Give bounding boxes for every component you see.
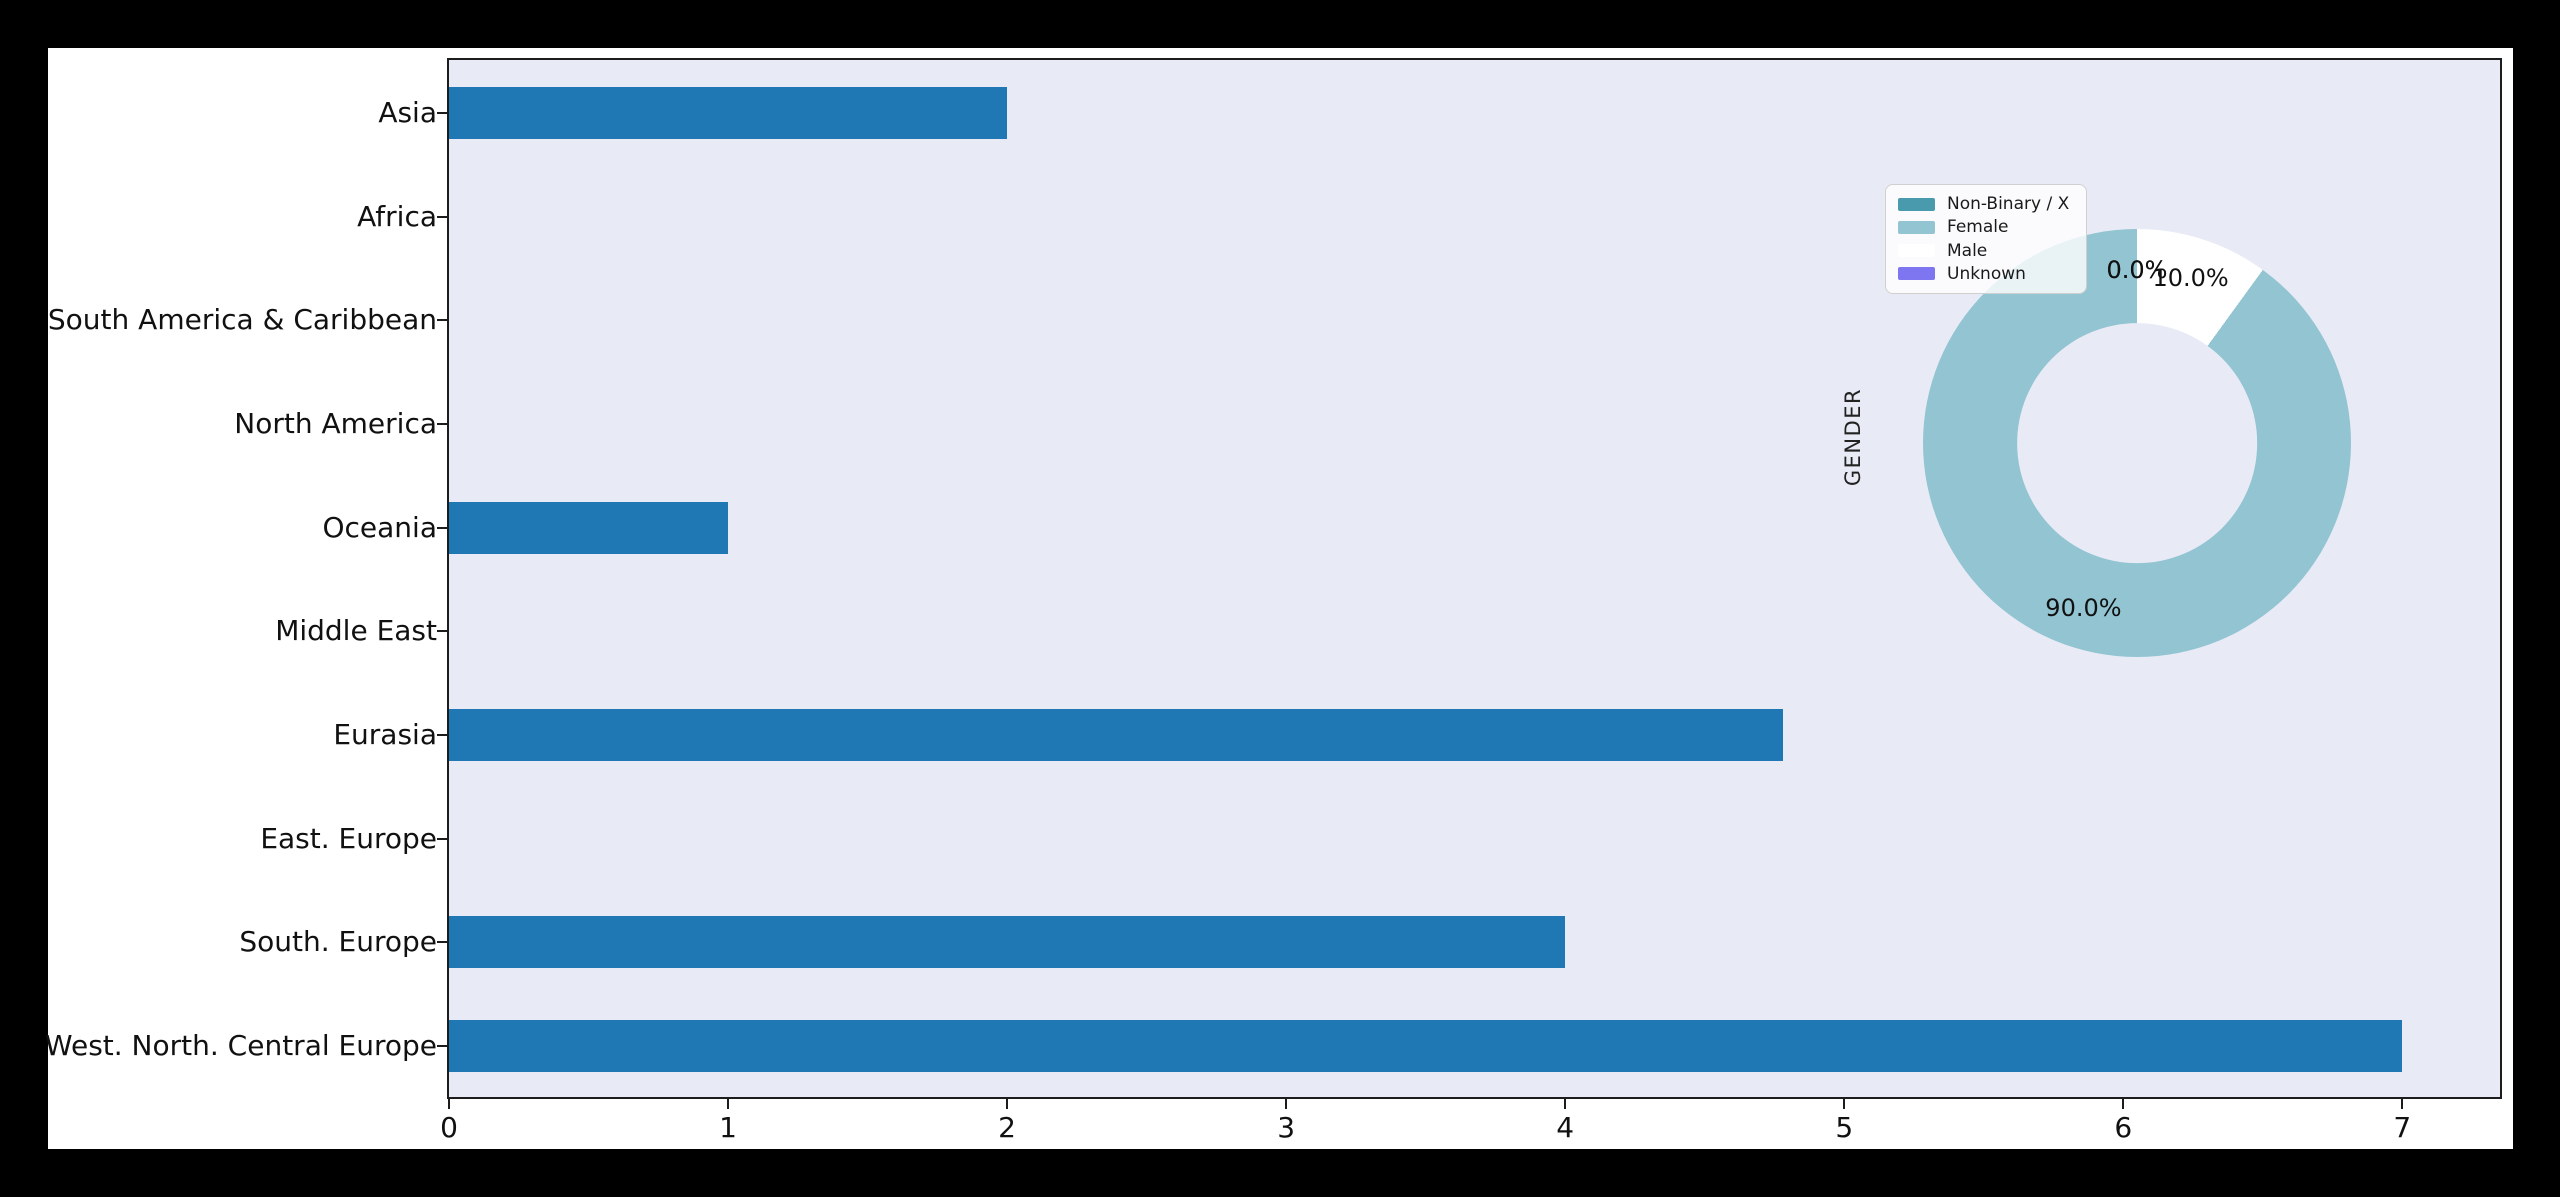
legend-swatch [1898,197,1935,211]
donut-pct-label: 0.0% [2106,255,2168,284]
x-tick-mark [1843,1098,1846,1109]
y-tick-label: Middle East [275,614,437,648]
donut-hole [2017,323,2257,563]
donut-pct-label: 10.0% [2152,264,2229,293]
x-tick-mark [1285,1098,1288,1109]
y-tick-mark [437,630,448,633]
legend-label: Female [1947,217,2009,238]
y-tick-label: Asia [378,95,437,129]
figure: GENDER Non-Binary / X Female Male Unknown A… [45,48,2513,1149]
y-tick-label: West. North. Central Europe [44,1029,437,1063]
x-tick-mark [2401,1098,2404,1109]
legend-swatch [1898,220,1935,234]
y-tick-mark [437,1045,448,1048]
y-tick-mark [437,941,448,944]
y-tick-mark [437,734,448,737]
y-tick-mark [437,111,448,114]
y-tick-label: South America & Caribbean [47,303,437,337]
donut-pct-label: 90.0% [2045,593,2122,622]
legend-label: Non-Binary / X [1947,194,2070,214]
bar [449,501,729,554]
legend-swatch [1898,267,1935,281]
y-tick-mark [437,319,448,322]
x-tick-label: 2 [998,1111,1017,1144]
x-tick-mark [1006,1098,1009,1109]
y-tick-label: Eurasia [333,717,437,751]
y-tick-mark [437,422,448,425]
legend-item: Unknown [1898,264,2074,284]
x-tick-mark [1564,1098,1567,1109]
x-tick-label: 7 [2393,1111,2412,1144]
x-tick-label: 1 [719,1111,737,1144]
donut-pct-label: 0.0% [2106,255,2168,284]
y-tick-mark [437,215,448,218]
x-tick-label: 0 [440,1111,458,1144]
y-tick-mark [437,526,448,529]
y-tick-label: South. Europe [239,925,437,959]
legend-swatch [1898,244,1935,258]
legend-item: Female [1898,217,2074,237]
legend: Non-Binary / X Female Male Unknown [1885,184,2087,294]
legend-item: Non-Binary / X [1898,194,2074,214]
bar [449,1020,2403,1073]
legend-label: Unknown [1947,263,2026,284]
x-tick-label: 3 [1277,1111,1296,1144]
x-tick-mark [727,1098,730,1109]
legend-item: Male [1898,241,2074,261]
legend-label: Male [1947,240,1988,261]
y-tick-mark [437,837,448,840]
x-tick-label: 6 [2114,1111,2133,1144]
x-tick-mark [2122,1098,2125,1109]
y-tick-label: Africa [357,199,437,233]
y-tick-label: North America [234,406,437,440]
bar [449,916,1566,969]
x-tick-mark [448,1098,450,1109]
plot-area: GENDER Non-Binary / X Female Male Unknown A… [45,58,2502,1144]
y-tick-label: Oceania [322,510,437,544]
x-tick-label: 4 [1556,1111,1575,1144]
gender-axis-label: GENDER [1841,387,1865,487]
bar [449,709,1783,762]
y-tick-label: East. Europe [260,821,437,855]
x-tick-label: 5 [1835,1111,1854,1144]
gender-donut [1923,229,2351,657]
bar [449,86,1008,139]
